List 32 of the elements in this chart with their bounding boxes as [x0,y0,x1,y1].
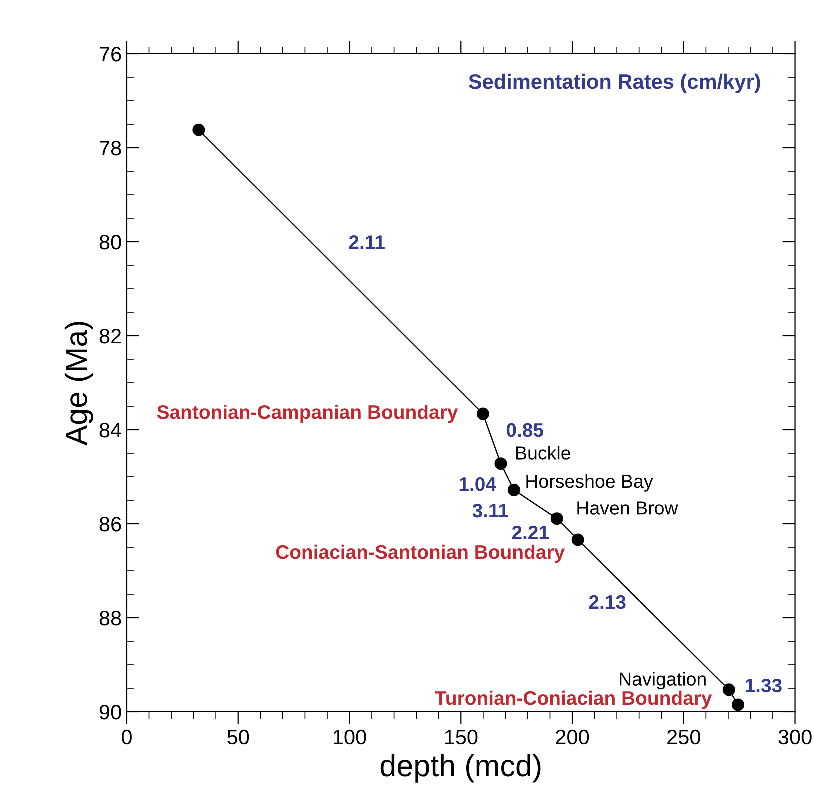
annotation: Navigation [620,672,706,690]
y-tick-label: 90 [100,705,122,720]
annotation: 2.21 [512,526,549,540]
y-tick-label: 76 [100,47,122,62]
x-tick-label: 100 [334,730,366,745]
y-tick-label: 80 [100,235,122,250]
x-tick-label: 0 [122,730,132,745]
annotation: 1.04 [460,477,496,492]
annotation: 2.13 [589,595,626,610]
x-tick-label: 50 [228,730,250,745]
y-tick-label: 82 [100,329,122,344]
annotation: Sedimentation Rates (cm/kyr) [468,74,760,94]
y-tick-label: 88 [100,611,122,626]
annotation: 3.11 [472,504,508,518]
y-axis-title: Age (Ma) [64,322,94,446]
annotation: 0.85 [506,423,544,438]
x-tick-label: 150 [445,730,478,745]
x-axis-title: depth (mcd) [380,754,541,783]
y-tick-label: 86 [100,517,122,532]
annotation: Haven Brow [578,502,678,515]
annotation: Turonian-Coniacian Boundary [435,690,712,710]
annotation: 1.33 [746,678,782,693]
x-tick-label: 250 [668,730,700,745]
annotation: Buckle [516,446,570,460]
annotation: Santonian-Campanian Boundary [157,404,458,424]
x-tick-label: 300 [778,730,812,745]
y-tick-label: 84 [100,423,122,438]
annotation: 2.11 [349,236,385,250]
y-tick-label: 78 [100,141,122,156]
annotation: Horseshoe Bay [526,474,654,492]
x-tick-label: 200 [556,730,590,745]
annotation: Coniacian-Santonian Boundary [276,544,565,564]
